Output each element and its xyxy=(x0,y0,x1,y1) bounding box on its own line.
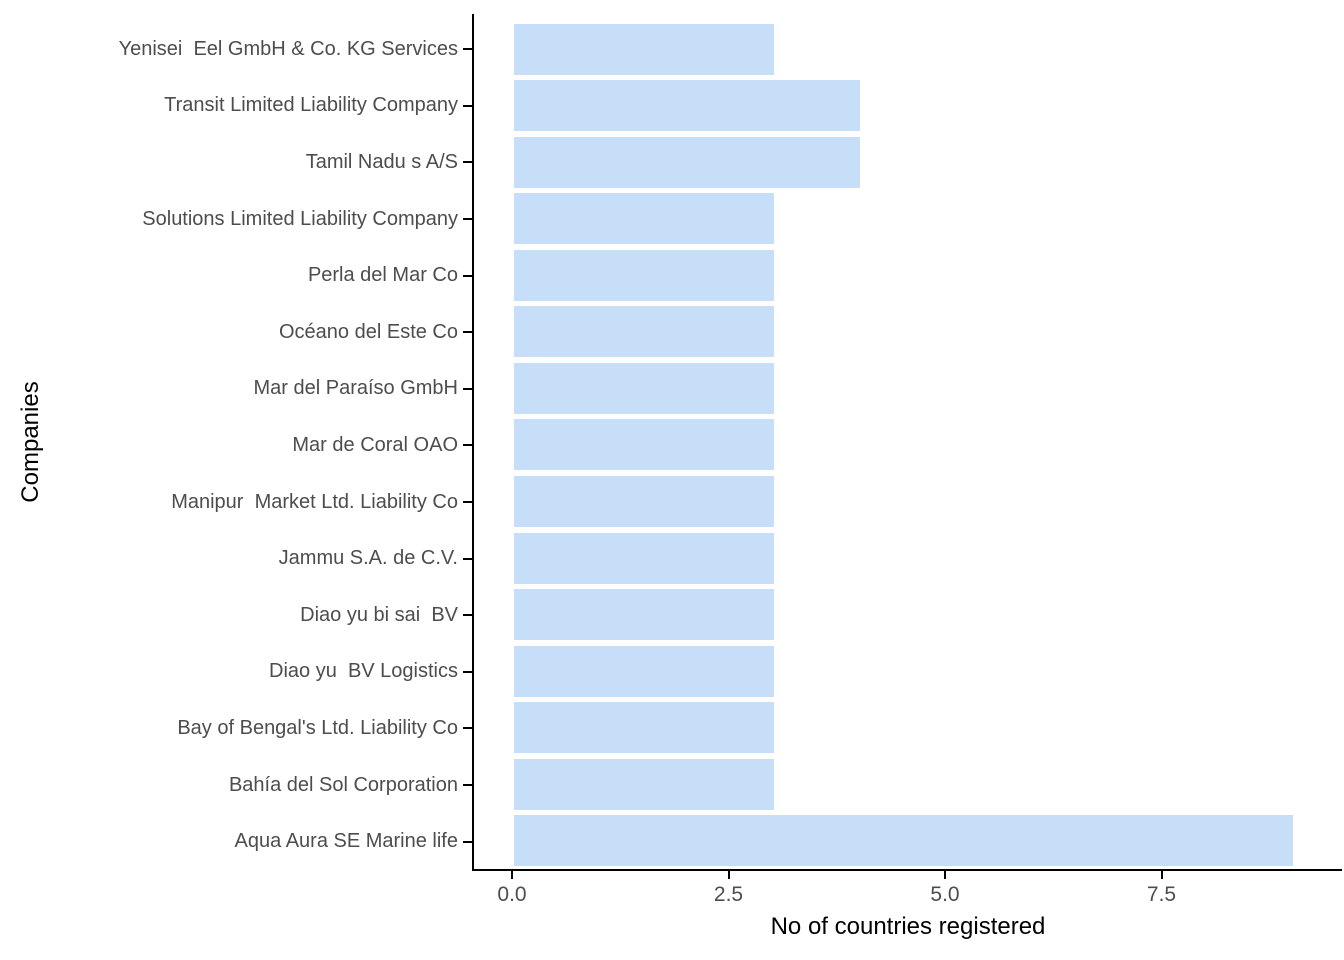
y-axis-label: Bay of Bengal's Ltd. Liability Co xyxy=(177,716,458,739)
bar-row xyxy=(474,643,1342,700)
x-tick-label: 0.0 xyxy=(497,883,527,906)
y-tick-mark xyxy=(463,784,472,787)
y-tick-mark xyxy=(463,331,472,334)
bar xyxy=(514,645,774,697)
y-axis-tick-marks xyxy=(462,14,472,871)
y-axis-label: Perla del Mar Co xyxy=(307,264,458,287)
y-axis-labels: Yenisei Eel GmbH & Co. KG Services Transi… xyxy=(0,14,458,871)
y-tick xyxy=(462,700,472,757)
x-tick-mark xyxy=(944,871,946,879)
y-tick-mark xyxy=(463,444,472,447)
y-tick xyxy=(462,757,472,814)
bar-row xyxy=(474,21,1342,78)
bar xyxy=(514,419,774,471)
y-axis-label: Bahía del Sol Corporation xyxy=(228,773,458,796)
y-tick xyxy=(462,644,472,701)
y-tick xyxy=(462,361,472,418)
bar-row xyxy=(474,247,1342,304)
y-axis-label: Mar del Paraíso GmbH xyxy=(253,377,458,400)
bar xyxy=(514,815,1294,867)
bars xyxy=(474,14,1342,869)
bar-row xyxy=(474,586,1342,643)
x-tick-label: 2.5 xyxy=(713,883,744,906)
y-axis-label: Diao yu BV Logistics xyxy=(269,660,458,683)
y-tick-mark xyxy=(463,614,472,617)
bar-row xyxy=(474,699,1342,756)
bar-row xyxy=(474,134,1342,191)
y-axis-label: Manipur Market Ltd. Liability Co xyxy=(171,490,458,513)
bar xyxy=(514,136,861,188)
y-tick-mark xyxy=(463,727,472,730)
y-tick xyxy=(462,587,472,644)
y-axis-label: Yenisei Eel GmbH & Co. KG Services xyxy=(118,37,458,60)
bar-row xyxy=(474,360,1342,417)
bar-row xyxy=(474,304,1342,361)
bar-row xyxy=(474,417,1342,474)
y-axis-label: Transit Limited Liability Company xyxy=(164,94,458,117)
y-tick xyxy=(462,134,472,191)
x-tick-mark xyxy=(727,871,730,879)
x-tick-mark xyxy=(1160,871,1163,879)
y-tick xyxy=(462,530,472,587)
y-tick-mark xyxy=(463,218,472,221)
x-axis-title: No of countries registered xyxy=(770,913,1046,940)
y-tick-mark xyxy=(463,161,472,164)
x-tick-label: 5.0 xyxy=(930,883,960,906)
y-axis-label: Tamil Nadu s A/S xyxy=(305,150,458,173)
y-tick-mark xyxy=(463,387,472,390)
y-tick xyxy=(462,304,472,361)
y-tick xyxy=(462,191,472,248)
y-axis-label: Jammu S.A. de C.V. xyxy=(278,547,458,570)
bar xyxy=(514,80,861,132)
y-tick xyxy=(462,78,472,135)
bar xyxy=(514,306,774,358)
plot-panel xyxy=(472,14,1342,871)
y-axis-label: Solutions Limited Liability Company xyxy=(142,207,458,230)
y-tick-mark xyxy=(463,104,472,107)
y-axis-label: Aqua Aura SE Marine life xyxy=(234,830,458,853)
x-tick-label: 7.5 xyxy=(1146,883,1177,906)
y-tick xyxy=(462,813,472,870)
y-axis-label: Océano del Este Co xyxy=(279,320,458,343)
y-tick xyxy=(462,21,472,78)
x-tick-mark xyxy=(511,871,513,879)
bar xyxy=(514,758,774,810)
bar xyxy=(514,532,774,584)
bar xyxy=(514,702,774,754)
bar xyxy=(514,589,774,641)
y-tick-mark xyxy=(463,557,472,560)
bar-row xyxy=(474,473,1342,530)
bar-row xyxy=(474,756,1342,813)
bar xyxy=(514,23,774,75)
bar-row xyxy=(474,191,1342,248)
y-axis-label: Diao yu bi sai BV xyxy=(300,603,458,626)
y-tick-mark xyxy=(463,840,472,843)
bar-row xyxy=(474,530,1342,587)
bar xyxy=(514,476,774,528)
bar-row xyxy=(474,78,1342,135)
y-tick-mark xyxy=(463,670,472,673)
y-tick xyxy=(462,474,472,531)
y-tick-mark xyxy=(463,48,472,51)
y-tick-mark xyxy=(463,274,472,277)
y-axis-label: Mar de Coral OAO xyxy=(292,433,458,456)
y-tick xyxy=(462,247,472,304)
bar xyxy=(514,249,774,301)
bar xyxy=(514,362,774,414)
y-tick xyxy=(462,417,472,474)
bar xyxy=(514,193,774,245)
y-tick-mark xyxy=(463,501,472,504)
bar-row xyxy=(474,812,1342,869)
